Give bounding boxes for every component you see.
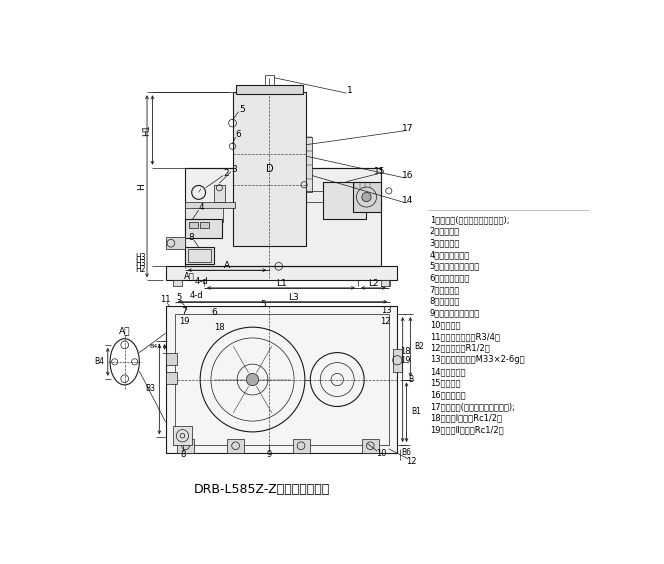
Text: L3: L3 — [288, 293, 299, 302]
Text: 10、吊环；: 10、吊环； — [430, 320, 460, 329]
Bar — [185, 202, 235, 208]
Bar — [177, 439, 194, 453]
Bar — [236, 85, 303, 94]
Text: 12、放油螺塞R1/2；: 12、放油螺塞R1/2； — [430, 343, 489, 352]
Text: 18、管路Ⅰ出油口Rc1/2；: 18、管路Ⅰ出油口Rc1/2； — [430, 414, 501, 423]
Circle shape — [246, 373, 259, 386]
Bar — [214, 185, 225, 202]
Text: H3: H3 — [135, 259, 145, 268]
Text: A: A — [224, 261, 230, 270]
Text: H: H — [137, 183, 146, 190]
Text: H2: H2 — [135, 265, 145, 274]
Bar — [173, 426, 193, 445]
Text: 19: 19 — [179, 318, 190, 327]
Text: B6: B6 — [401, 448, 411, 457]
Text: L2: L2 — [368, 279, 378, 288]
Text: 14、油位计；: 14、油位计； — [430, 367, 465, 376]
Text: 18: 18 — [400, 346, 411, 355]
Bar — [232, 92, 306, 246]
Bar — [265, 76, 274, 85]
Text: H1: H1 — [143, 124, 151, 136]
Text: 3: 3 — [231, 165, 237, 174]
Text: 18: 18 — [214, 323, 224, 332]
Text: B: B — [408, 375, 414, 384]
Text: 4-d: 4-d — [195, 277, 208, 287]
Bar — [185, 247, 214, 264]
Text: 6: 6 — [211, 308, 217, 317]
Text: 1、排气阀(贮油器活塞上部空气);: 1、排气阀(贮油器活塞上部空气); — [430, 215, 509, 224]
Text: 12: 12 — [380, 318, 390, 327]
Text: 4-d: 4-d — [189, 291, 203, 300]
Text: L1: L1 — [276, 279, 286, 288]
Bar — [306, 137, 312, 192]
Text: 2: 2 — [224, 169, 229, 178]
Text: 17、排气阀(贮油器活塞下部空气);: 17、排气阀(贮油器活塞下部空气); — [430, 402, 515, 411]
Text: 5: 5 — [177, 293, 182, 302]
Text: 7: 7 — [181, 306, 187, 315]
Text: 15: 15 — [374, 167, 385, 176]
Text: 9、贮油器低位开关；: 9、贮油器低位开关； — [430, 309, 480, 318]
Bar — [200, 222, 209, 228]
Bar — [175, 314, 389, 445]
Text: B4: B4 — [94, 358, 104, 367]
Text: 9: 9 — [267, 451, 272, 460]
Text: 17: 17 — [402, 124, 413, 133]
Text: 4、电磁换向阀；: 4、电磁换向阀； — [430, 250, 470, 259]
Bar — [381, 280, 390, 287]
Text: 11、润滑油补给口R3/4；: 11、润滑油补给口R3/4； — [430, 332, 499, 341]
Text: 19: 19 — [400, 356, 411, 365]
Text: A向: A向 — [184, 272, 195, 281]
Bar — [188, 249, 211, 262]
Bar — [362, 439, 378, 453]
Text: DRB-L585Z-Z型电动泵外形图: DRB-L585Z-Z型电动泵外形图 — [194, 483, 330, 496]
Bar — [165, 237, 185, 249]
Bar — [173, 280, 183, 287]
Text: D: D — [266, 164, 274, 174]
Text: 7、泵接口；: 7、泵接口； — [430, 285, 460, 294]
Bar — [185, 205, 223, 222]
Bar — [165, 372, 177, 384]
Text: 10: 10 — [376, 449, 386, 458]
Bar — [189, 222, 198, 228]
Text: 19、管路Ⅱ出油口Rc1/2。: 19、管路Ⅱ出油口Rc1/2。 — [430, 426, 503, 434]
Bar — [323, 182, 366, 219]
Text: 5: 5 — [240, 105, 246, 114]
Text: 13: 13 — [381, 306, 392, 315]
Bar — [165, 306, 396, 453]
Bar — [185, 219, 222, 238]
Text: B1: B1 — [411, 407, 421, 416]
Bar — [293, 439, 309, 453]
Text: 3、安全阀；: 3、安全阀； — [430, 238, 460, 247]
Text: 11: 11 — [160, 295, 171, 304]
Bar — [392, 349, 402, 372]
Text: 16: 16 — [402, 171, 413, 180]
Text: 6: 6 — [236, 130, 242, 139]
Text: 8: 8 — [181, 451, 186, 460]
Text: 15、泵体；: 15、泵体； — [430, 379, 460, 387]
Text: 16、贮油器；: 16、贮油器； — [430, 390, 465, 399]
Text: 2、压力表；: 2、压力表； — [430, 227, 460, 236]
Text: 4: 4 — [199, 203, 205, 212]
Text: 8: 8 — [188, 233, 194, 243]
Bar — [165, 352, 177, 365]
Text: B41: B41 — [149, 344, 161, 349]
Bar — [227, 439, 244, 453]
Bar — [353, 182, 381, 213]
Bar — [185, 168, 381, 266]
Text: 8、接线盒；: 8、接线盒； — [430, 297, 460, 306]
Text: 12: 12 — [406, 457, 416, 466]
Text: B3: B3 — [145, 384, 155, 393]
Text: 13、润滑脂补给口M33×2-6g；: 13、润滑脂补给口M33×2-6g； — [430, 355, 525, 364]
Text: 14: 14 — [402, 196, 413, 205]
Text: 6、贮油器接口；: 6、贮油器接口； — [430, 274, 470, 283]
Text: H3: H3 — [135, 253, 145, 262]
Text: 5: 5 — [260, 301, 266, 309]
Text: B2: B2 — [415, 342, 424, 351]
Circle shape — [362, 192, 371, 202]
Bar — [165, 266, 396, 280]
Text: 1: 1 — [347, 86, 353, 95]
Text: 5、贮油器高位开关；: 5、贮油器高位开关； — [430, 262, 480, 271]
Text: A向: A向 — [119, 327, 130, 336]
